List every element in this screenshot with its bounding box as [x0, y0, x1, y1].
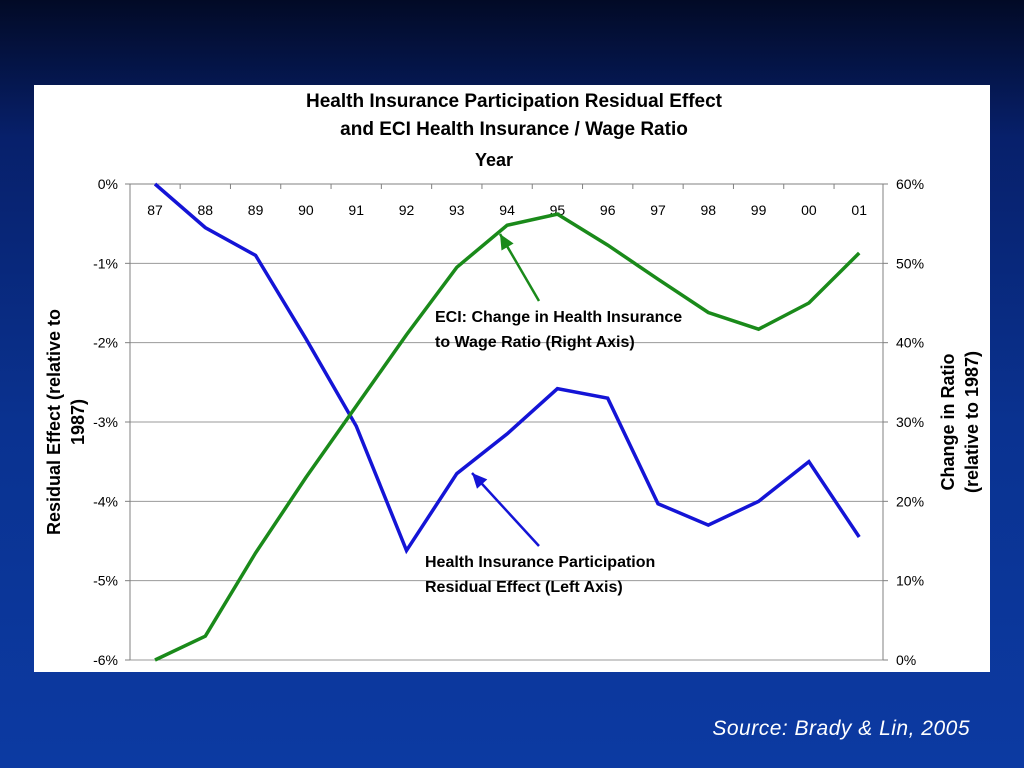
x-tick-label: 91 [348, 202, 364, 218]
x-tick-label: 99 [751, 202, 767, 218]
left-tick-label: -6% [93, 652, 118, 668]
x-tick-label: 96 [600, 202, 616, 218]
chart-title-line-1: Health Insurance Participation Residual … [306, 91, 723, 112]
right-tick-label: 40% [896, 335, 924, 351]
residual-annotation-arrow-shaft [471, 472, 540, 547]
right-axis-ticks: 60% 50% 40% 30% 20% 10% 0% [883, 176, 924, 668]
right-tick-label: 10% [896, 573, 924, 589]
chart-background [34, 85, 990, 672]
left-axis-ticks: 0% -1% -2% -3% -4% -5% -6% [93, 176, 130, 668]
left-tick-label: -1% [93, 255, 118, 271]
x-tick-label: 98 [701, 202, 717, 218]
left-tick-label: 0% [98, 176, 118, 192]
x-tick-label: 97 [650, 202, 666, 218]
x-tick-label: 01 [851, 202, 867, 218]
annotation-eci-line-2: to Wage Ratio (Right Axis) [435, 334, 635, 351]
x-tick-label: 93 [449, 202, 465, 218]
annotation-residual-line-1: Health Insurance Participation [425, 554, 655, 571]
left-tick-label: -2% [93, 335, 118, 351]
chart-title-line-2: and ECI Health Insurance / Wage Ratio [340, 119, 688, 140]
right-tick-label: 0% [896, 652, 916, 668]
x-tick-label: 92 [399, 202, 415, 218]
x-tick-label: 88 [198, 202, 214, 218]
series-lines [153, 182, 861, 662]
left-axis-title: Residual Effect (relative to 1987) [44, 309, 88, 535]
x-tick-label: 87 [147, 202, 163, 218]
left-tick-label: -3% [93, 414, 118, 430]
eci-annotation-arrow-head [500, 234, 514, 251]
x-tick-label: 00 [801, 202, 817, 218]
right-axis-title: Change in Ratio (relative to 1987) [938, 351, 982, 493]
right-axis-title-line-1: Change in Ratio [938, 353, 958, 490]
left-axis-title-line-2: 1987) [68, 399, 88, 445]
residual-effect-line [153, 182, 861, 555]
annotation-residual: Health Insurance Participation Residual … [425, 554, 655, 596]
eci-ratio-line [154, 212, 861, 662]
left-axis-title-line-1: Residual Effect (relative to [44, 309, 64, 535]
x-tick-label: 89 [248, 202, 264, 218]
right-tick-label: 30% [896, 414, 924, 430]
annotation-eci: ECI: Change in Health Insurance to Wage … [435, 309, 682, 351]
left-tick-label: -4% [93, 493, 118, 509]
residual-annotation-arrow-head [472, 473, 488, 489]
left-tick-label: -5% [93, 573, 118, 589]
annotation-arrows [471, 233, 541, 547]
source-caption: Source: Brady & Lin, 2005 [712, 717, 970, 740]
annotation-residual-line-2: Residual Effect (Left Axis) [425, 579, 623, 596]
right-tick-label: 50% [896, 255, 924, 271]
right-tick-label: 20% [896, 493, 924, 509]
annotation-eci-line-1: ECI: Change in Health Insurance [435, 309, 682, 326]
x-axis-title: Year [475, 150, 513, 170]
x-tick-label: 90 [298, 202, 314, 218]
x-axis-ticks: 87 88 89 90 91 92 93 94 95 96 97 98 99 00 01 [147, 184, 867, 218]
right-tick-label: 60% [896, 176, 924, 192]
x-tick-label: 94 [499, 202, 515, 218]
right-axis-title-line-2: (relative to 1987) [962, 351, 982, 493]
